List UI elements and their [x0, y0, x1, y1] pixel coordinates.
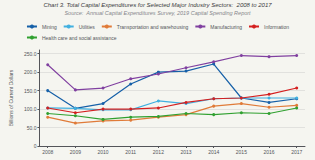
svg-text:Manufacturing: Manufacturing [210, 24, 242, 30]
svg-text:100.0: 100.0 [24, 106, 37, 112]
svg-text:Mining: Mining [42, 24, 57, 30]
svg-text:50.0: 50.0 [27, 125, 37, 131]
svg-text:200.0: 200.0 [24, 69, 37, 75]
svg-text:Health care and social assista: Health care and social assistance [42, 35, 117, 41]
svg-text:2015: 2015 [236, 149, 247, 155]
svg-text:Information: Information [264, 24, 289, 30]
svg-text:150.0: 150.0 [24, 88, 37, 94]
svg-text:2012: 2012 [153, 149, 164, 155]
svg-text:2013: 2013 [180, 149, 191, 155]
svg-text:Source: Annual Capital Expend: Source: Annual Capital Expenditures Surv… [64, 10, 251, 16]
svg-text:2011: 2011 [125, 149, 136, 155]
svg-text:2016: 2016 [263, 149, 274, 155]
svg-text:2010: 2010 [97, 149, 108, 155]
svg-text:0: 0 [34, 143, 37, 149]
svg-text:Chart 3. Total Capital Expendi: Chart 3. Total Capital Expenditures for … [43, 2, 272, 8]
svg-text:2009: 2009 [70, 149, 81, 155]
svg-text:2017: 2017 [291, 149, 302, 155]
svg-text:250.0: 250.0 [24, 51, 37, 57]
svg-text:2014: 2014 [208, 149, 219, 155]
svg-text:2008: 2008 [42, 149, 53, 155]
svg-text:Utilities: Utilities [79, 24, 96, 30]
svg-text:Billions of Current Dollars: Billions of Current Dollars [8, 69, 14, 126]
svg-text:Transportation and warehousing: Transportation and warehousing [117, 24, 189, 30]
